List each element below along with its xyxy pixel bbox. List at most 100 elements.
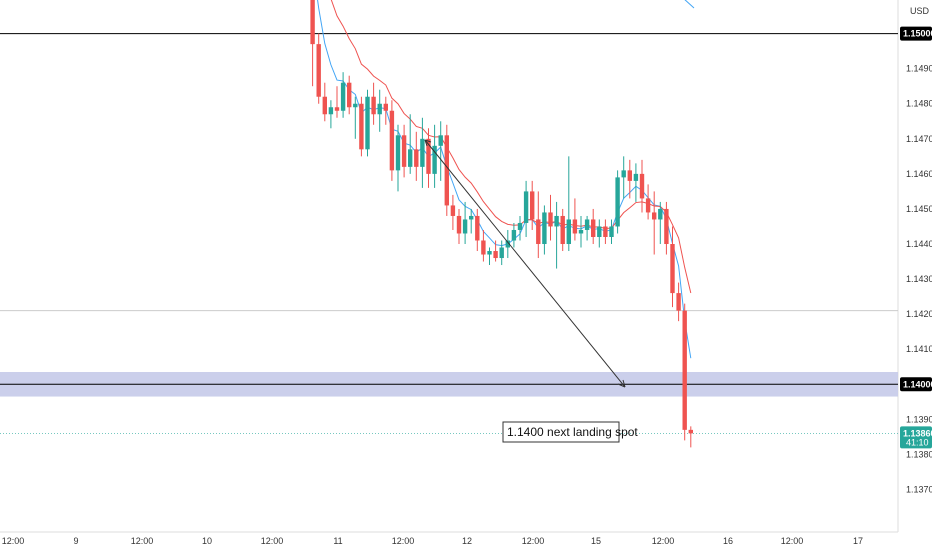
candle-body[interactable]: [456, 215, 462, 234]
candle-body[interactable]: [609, 226, 614, 237]
candle-body[interactable]: [462, 219, 468, 234]
candle-body[interactable]: [328, 107, 334, 115]
candle-body[interactable]: [487, 251, 492, 255]
candle-body[interactable]: [438, 135, 443, 146]
trend-arrow-tail-icon: [424, 139, 432, 147]
candle-body[interactable]: [603, 226, 608, 237]
candle-body[interactable]: [389, 110, 395, 171]
candle-body[interactable]: [353, 103, 358, 108]
candle-body[interactable]: [365, 96, 370, 150]
x-tick-label: 10: [202, 536, 212, 546]
y-tick-label: 1.14700: [906, 134, 932, 144]
y-tick-label: 1.14100: [906, 344, 932, 354]
candle-body[interactable]: [566, 219, 571, 245]
candle-body[interactable]: [572, 219, 578, 234]
y-tick-label: 1.13800: [906, 449, 932, 459]
candle-body[interactable]: [401, 135, 407, 167]
candle-body[interactable]: [450, 205, 456, 216]
trend-arrow-head-icon: [617, 379, 626, 388]
candle-body[interactable]: [511, 229, 517, 241]
candle-body[interactable]: [310, 0, 315, 45]
candle-body[interactable]: [499, 247, 504, 259]
x-tick-label: 15: [591, 536, 601, 546]
y-tick-label: 1.14300: [906, 274, 932, 284]
candle-body[interactable]: [334, 107, 340, 111]
candle-body[interactable]: [688, 429, 693, 434]
x-tick-label: 12:00: [522, 536, 545, 546]
annotation-box[interactable]: [502, 421, 620, 443]
candle-body[interactable]: [316, 44, 321, 97]
x-tick-label: 17: [853, 536, 863, 546]
candle-body[interactable]: [615, 177, 620, 227]
level-price-tag-text: 1.15000: [903, 29, 932, 39]
candle-body[interactable]: [371, 96, 376, 115]
candle-body[interactable]: [420, 138, 425, 167]
x-tick-label: 12:00: [261, 536, 284, 546]
x-tick-label: 12:00: [781, 536, 804, 546]
candle-body[interactable]: [426, 138, 431, 174]
candle-body[interactable]: [444, 135, 449, 206]
candle-body[interactable]: [627, 170, 632, 181]
candle-body[interactable]: [469, 215, 474, 220]
candle-body[interactable]: [322, 96, 327, 115]
currency-label: USD: [910, 6, 930, 16]
candle-body[interactable]: [347, 82, 352, 108]
higher-timeframe-average-line: [684, 0, 695, 9]
annotation-text: 1.1400 next landing spot: [507, 425, 638, 439]
candle-body[interactable]: [517, 222, 523, 230]
y-tick-label: 1.14800: [906, 99, 932, 109]
candle-body[interactable]: [395, 135, 401, 171]
y-tick-label: 1.13700: [906, 484, 932, 494]
candle-body[interactable]: [383, 103, 388, 111]
y-tick-label: 1.14500: [906, 204, 932, 214]
candle-body[interactable]: [481, 240, 486, 255]
candle-body[interactable]: [548, 212, 553, 227]
candle-body[interactable]: [542, 212, 547, 245]
candle-body[interactable]: [536, 219, 541, 245]
candle-body[interactable]: [554, 215, 559, 227]
candle-body[interactable]: [414, 149, 419, 167]
candle-body[interactable]: [560, 215, 565, 245]
level-price-tag: [900, 377, 932, 392]
level-price-tag: [900, 26, 932, 41]
candle-body[interactable]: [578, 229, 584, 234]
candle-body[interactable]: [597, 226, 602, 237]
candle-body[interactable]: [523, 191, 529, 223]
candle-body[interactable]: [664, 208, 669, 245]
candle-body[interactable]: [645, 198, 651, 213]
y-tick-label: 1.14400: [906, 239, 932, 249]
x-tick-label: 12:00: [2, 536, 25, 546]
candle-body[interactable]: [377, 103, 382, 115]
x-tick-label: 11: [333, 536, 342, 546]
x-tick-label: 9: [73, 536, 78, 546]
slow-moving-average-line: [330, 0, 692, 294]
candle-body[interactable]: [340, 82, 346, 111]
level-price-tag-text: 1.14000: [903, 379, 932, 389]
y-tick-label: 1.13900: [906, 414, 932, 424]
current-price-tag: [900, 426, 932, 449]
candle-body[interactable]: [530, 191, 535, 220]
candle-body[interactable]: [682, 310, 687, 430]
candle-body[interactable]: [591, 219, 596, 237]
candle-body[interactable]: [359, 103, 364, 150]
trend-arrow-line: [424, 139, 626, 388]
candle-body[interactable]: [621, 170, 626, 178]
candle-body[interactable]: [670, 244, 675, 294]
current-price-countdown: 41:10: [906, 437, 929, 447]
x-tick-label: 12:00: [131, 536, 154, 546]
candle-body[interactable]: [505, 240, 510, 248]
candle-body[interactable]: [676, 293, 681, 311]
candle-body[interactable]: [639, 173, 645, 199]
candle-body[interactable]: [658, 208, 663, 220]
candle-body[interactable]: [633, 173, 639, 181]
y-tick-label: 1.14900: [906, 64, 932, 74]
candle-body[interactable]: [432, 145, 437, 174]
candle-body[interactable]: [584, 219, 590, 230]
x-tick-label: 16: [723, 536, 733, 546]
candle-body[interactable]: [652, 212, 657, 220]
candle-body[interactable]: [493, 251, 498, 259]
candle-body[interactable]: [408, 149, 413, 167]
candle-body[interactable]: [475, 215, 480, 241]
